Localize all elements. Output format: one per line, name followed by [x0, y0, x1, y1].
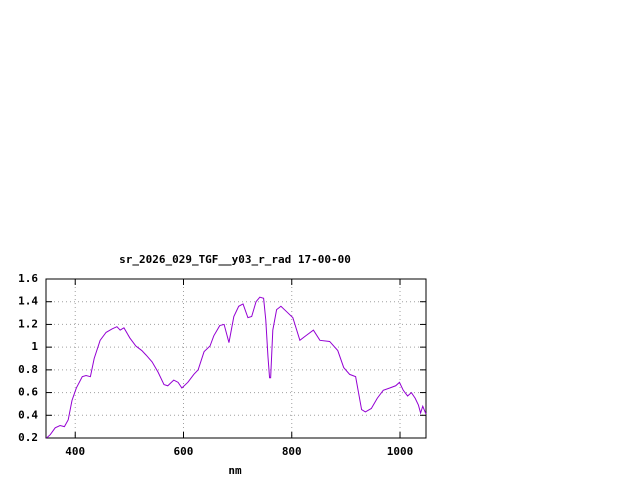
- y-tick-label: 1.2: [18, 317, 38, 330]
- x-tick-label: 400: [65, 445, 85, 458]
- y-tick-label: 0.6: [18, 386, 38, 399]
- y-tick-label: 1: [31, 340, 38, 353]
- y-tick-label: 0.8: [18, 363, 38, 376]
- chart-title: sr_2026_029_TGF__y03_r_rad 17-00-00: [119, 253, 351, 266]
- data-line: [46, 296, 427, 439]
- y-tick-label: 1.6: [18, 272, 38, 285]
- y-tick-label: 1.4: [18, 295, 38, 308]
- x-tick-label: 600: [174, 445, 194, 458]
- y-tick-label: 0.4: [18, 408, 38, 421]
- x-axis-label: nm: [228, 464, 242, 477]
- plot-border: [45, 278, 427, 439]
- y-tick-label: 0.2: [18, 431, 38, 444]
- x-tick-label: 1000: [387, 445, 414, 458]
- x-tick-label: 800: [282, 445, 302, 458]
